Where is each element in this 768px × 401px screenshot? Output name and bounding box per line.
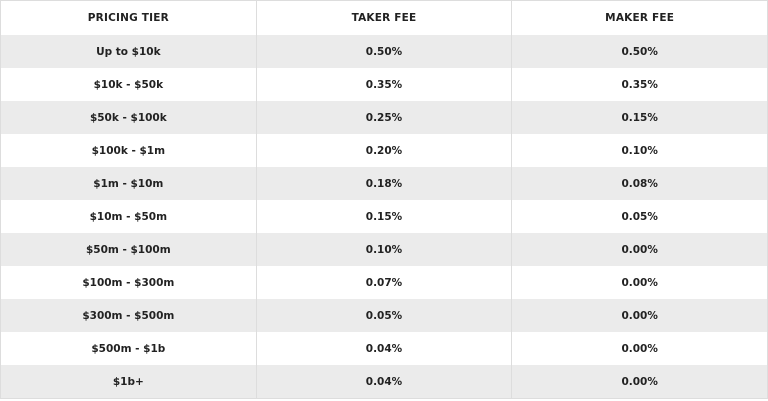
table-cell: $300m - $500m — [0, 299, 257, 332]
table-row: $1m - $10m 0.18% 0.08% — [0, 167, 768, 200]
table-row: $10m - $50m 0.15% 0.05% — [0, 200, 768, 233]
table-row: $10k - $50k 0.35% 0.35% — [0, 68, 768, 101]
table-cell: 0.10% — [511, 134, 768, 167]
table-cell: 0.18% — [255, 167, 513, 200]
table-cell: $500m - $1b — [0, 332, 257, 365]
table-cell: $1b+ — [0, 365, 257, 399]
table-cell: 0.00% — [511, 266, 768, 299]
header-cell: PRICING TIER — [0, 0, 257, 35]
table-cell: 0.00% — [511, 233, 768, 266]
table-row: Up to $10k 0.50% 0.50% — [0, 35, 768, 68]
table-row: $100k - $1m 0.20% 0.10% — [0, 134, 768, 167]
table-row: $300m - $500m 0.05% 0.00% — [0, 299, 768, 332]
table-row: $50k - $100k 0.25% 0.15% — [0, 101, 768, 134]
table-cell: 0.04% — [255, 365, 513, 399]
table-cell: 0.04% — [255, 332, 513, 365]
table-header: PRICING TIER TAKER FEE MAKER FEE — [0, 0, 768, 35]
table-cell: $10m - $50m — [0, 200, 257, 233]
table-cell: 0.05% — [511, 200, 768, 233]
table-cell: 0.35% — [255, 68, 513, 101]
table-cell: Up to $10k — [0, 35, 257, 68]
table-cell: $50k - $100k — [0, 101, 257, 134]
table-row: $100m - $300m 0.07% 0.00% — [0, 266, 768, 299]
table-cell: 0.35% — [511, 68, 768, 101]
table-row: $1b+ 0.04% 0.00% — [0, 365, 768, 399]
table-cell: 0.08% — [511, 167, 768, 200]
table-cell: 0.07% — [255, 266, 513, 299]
table-cell: 0.50% — [511, 35, 768, 68]
header-cell: TAKER FEE — [255, 0, 513, 35]
table-cell: $100m - $300m — [0, 266, 257, 299]
table-cell: 0.50% — [255, 35, 513, 68]
table-body: Up to $10k 0.50% 0.50% $10k - $50k 0.35% 0.35… — [0, 35, 768, 399]
table-cell: 0.00% — [511, 332, 768, 365]
table-cell: 0.00% — [511, 365, 768, 399]
table-cell: 0.10% — [255, 233, 513, 266]
table-cell: $1m - $10m — [0, 167, 257, 200]
table-row: $50m - $100m 0.10% 0.00% — [0, 233, 768, 266]
table-row: $500m - $1b 0.04% 0.00% — [0, 332, 768, 365]
header-row: PRICING TIER TAKER FEE MAKER FEE — [0, 0, 768, 35]
table-cell: 0.25% — [255, 101, 513, 134]
table-cell: 0.05% — [255, 299, 513, 332]
table-cell: $100k - $1m — [0, 134, 257, 167]
header-cell: MAKER FEE — [511, 0, 768, 35]
table-cell: $10k - $50k — [0, 68, 257, 101]
table-cell: 0.20% — [255, 134, 513, 167]
table-cell: 0.15% — [511, 101, 768, 134]
table-cell: 0.15% — [255, 200, 513, 233]
table-cell: $50m - $100m — [0, 233, 257, 266]
table-cell: 0.00% — [511, 299, 768, 332]
